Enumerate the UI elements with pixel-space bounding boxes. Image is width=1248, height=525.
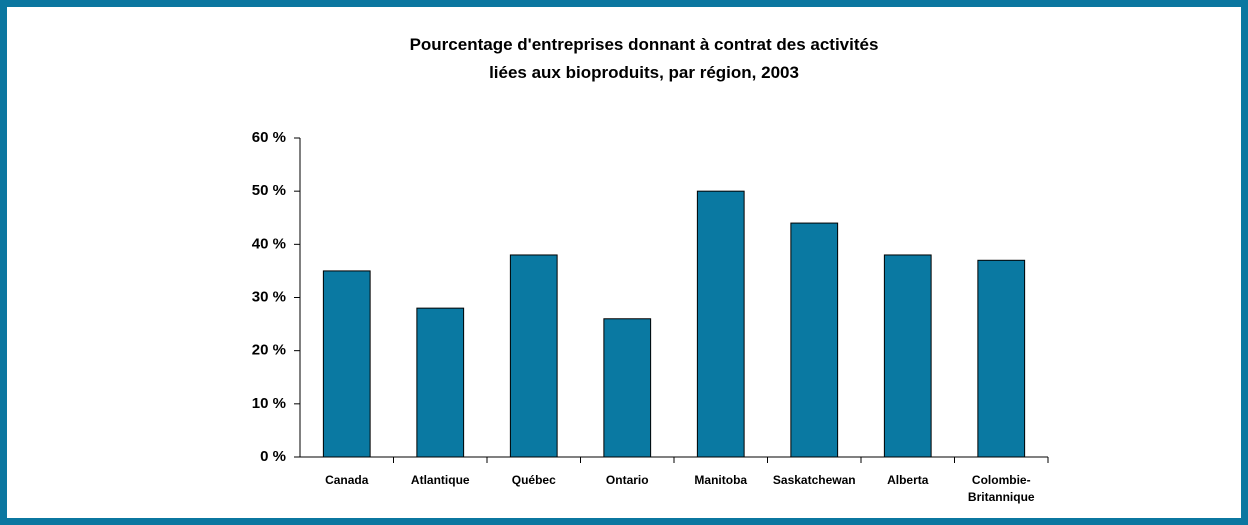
bar	[883, 254, 932, 458]
y-tick-label: 20 %	[252, 342, 286, 359]
chart-title: Pourcentage d'entreprises donnant à cont…	[410, 35, 879, 54]
bar	[603, 318, 652, 458]
x-tick-label: Saskatchewan	[773, 473, 856, 487]
bar	[696, 190, 745, 458]
y-tick-label: 50 %	[252, 182, 286, 199]
x-tick-label: Ontario	[606, 473, 649, 487]
bar	[322, 270, 371, 458]
y-tick-label: 0 %	[260, 448, 286, 465]
x-tick-label: Colombie- Britannique	[968, 473, 1035, 504]
y-tick-label: 60 %	[252, 129, 286, 146]
bar	[977, 259, 1026, 458]
x-tick-label: Manitoba	[694, 473, 747, 487]
x-tick-label: Canada	[325, 473, 369, 487]
x-tick-label: Atlantique	[411, 473, 470, 487]
x-tick-label: Québec	[512, 473, 556, 487]
y-tick-label: 40 %	[252, 235, 286, 252]
x-tick-label-line: Britannique	[968, 490, 1035, 504]
bar	[509, 254, 558, 458]
bar	[790, 222, 839, 458]
y-tick-label: 30 %	[252, 288, 286, 305]
x-tick-label-line: Colombie-	[972, 473, 1031, 487]
y-tick-label: 10 %	[252, 395, 286, 412]
x-tick-label: Alberta	[887, 473, 929, 487]
chart-title: liées aux bioproduits, par région, 2003	[489, 63, 799, 82]
bar	[416, 307, 465, 458]
